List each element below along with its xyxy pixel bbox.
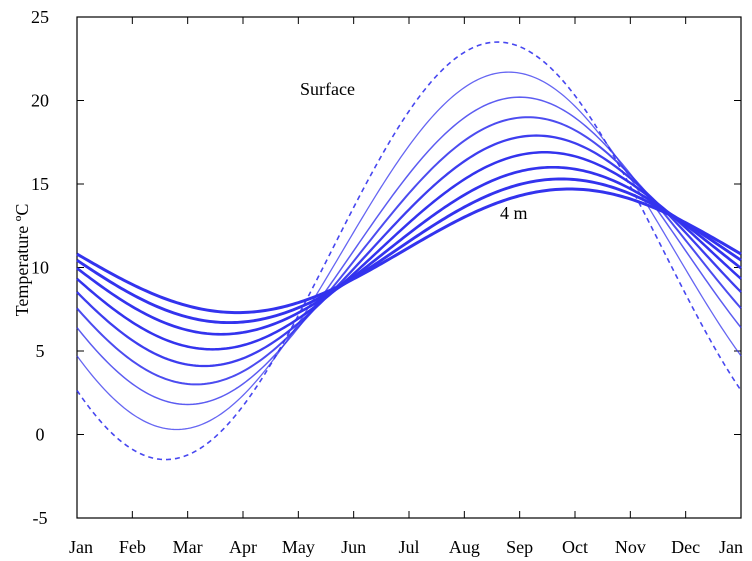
x-tick-label: May — [282, 537, 315, 557]
tick-marks — [76, 16, 742, 519]
x-tick-label: Jan — [69, 537, 93, 557]
y-tick-label: -5 — [33, 508, 48, 528]
x-tick-label: Dec — [671, 537, 700, 557]
y-tick-label: 10 — [31, 258, 49, 278]
depth-series-line — [76, 96, 742, 406]
plot-frame — [76, 16, 742, 519]
x-tick-label: Aug — [449, 537, 480, 557]
x-tick-label: Jan — [719, 537, 743, 557]
depth-series-line — [76, 177, 742, 325]
y-tick-label: 25 — [31, 7, 49, 27]
x-tick-label: Mar — [173, 537, 203, 557]
depth-series-line — [76, 116, 742, 386]
x-tick-labels: Jan Feb Mar Apr May Jun Jul Aug Sep Oct Nov Dec Jan — [69, 537, 743, 557]
surface-series-line — [76, 41, 742, 461]
annotation-4m: 4 m — [500, 203, 528, 223]
y-tick-label: 5 — [36, 341, 45, 361]
x-tick-label: Oct — [562, 537, 588, 557]
x-tick-label: Jun — [341, 537, 366, 557]
y-tick-label: 0 — [36, 425, 45, 445]
y-axis-title: Temperature ºC — [12, 204, 32, 317]
y-tick-label: 20 — [31, 91, 49, 111]
y-tick-labels: -5 0 5 10 15 20 25 — [31, 7, 49, 528]
x-tick-label: Sep — [506, 537, 533, 557]
series-layer — [76, 41, 742, 461]
x-tick-label: Apr — [229, 537, 257, 557]
y-tick-label: 15 — [31, 174, 49, 194]
depth-series-line — [76, 134, 742, 368]
depth-series-line — [76, 71, 742, 431]
depth-series-line — [76, 165, 742, 336]
depth-series-line — [76, 151, 742, 351]
x-tick-label: Nov — [615, 537, 646, 557]
depth-series-line — [76, 187, 742, 315]
x-tick-label: Feb — [119, 537, 146, 557]
x-tick-label: Jul — [398, 537, 419, 557]
annotation-surface: Surface — [300, 79, 355, 99]
